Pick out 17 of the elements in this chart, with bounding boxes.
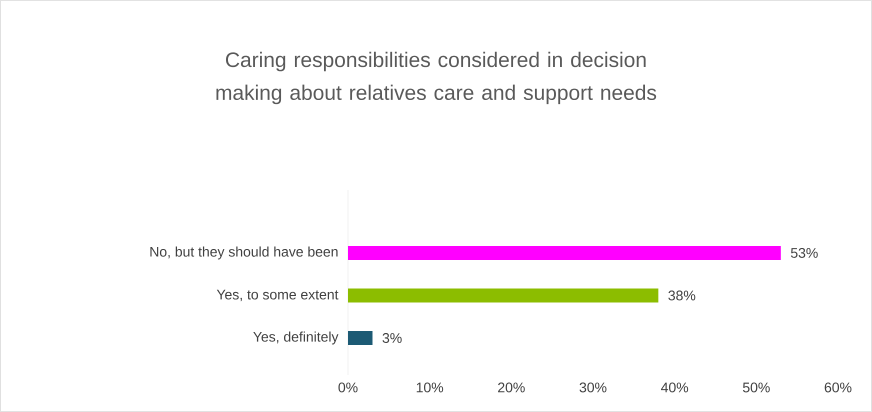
x-tick-label: 40% <box>661 382 688 392</box>
x-tick-label: 0% <box>338 382 358 392</box>
bar <box>348 331 372 346</box>
data-label: 3% <box>382 333 402 343</box>
x-tick-label: 10% <box>416 382 444 392</box>
y-tick-label: No, but they should have been <box>150 246 338 260</box>
bar <box>348 246 781 260</box>
data-label: 38% <box>668 290 696 300</box>
y-tick-label: Yes, definitely <box>253 332 338 344</box>
x-tick-label: 50% <box>742 382 770 392</box>
bar <box>348 288 658 302</box>
x-tick-label: 60% <box>824 382 852 392</box>
y-tick-label: Yes, to some extent <box>216 290 338 302</box>
x-tick-label: 20% <box>498 382 525 392</box>
chart-title: Caring responsibilities considered in decision making about relatives care and support needs <box>216 52 656 104</box>
data-label: 53% <box>790 248 818 258</box>
x-tick-label: 30% <box>580 382 606 392</box>
